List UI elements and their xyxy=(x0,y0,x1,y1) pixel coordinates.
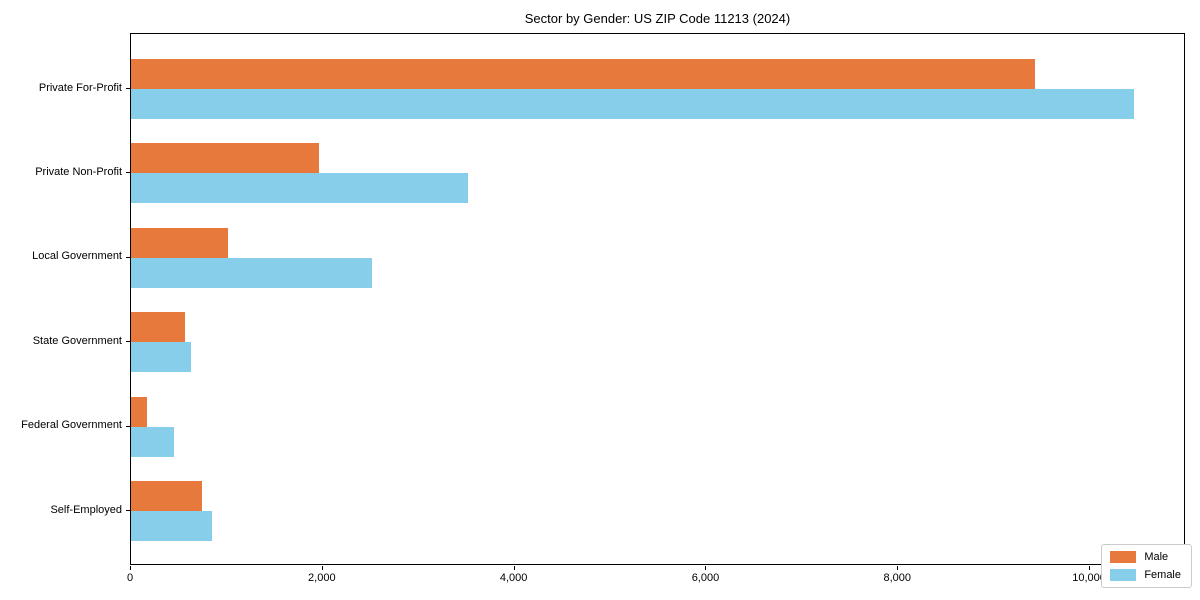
y-tick-label-local-government: Local Government xyxy=(32,250,122,263)
legend-item-female: Female xyxy=(1110,569,1181,581)
x-tick-mark xyxy=(130,566,131,570)
x-tick-mark xyxy=(897,566,899,570)
y-tick-mark xyxy=(126,341,130,343)
x-tick-mark xyxy=(705,566,707,570)
y-tick-label-state-government: State Government xyxy=(32,334,122,347)
x-tick-label-10000: 10,000 xyxy=(1072,572,1106,584)
bar-male-self-employed xyxy=(131,481,202,511)
y-tick-label-federal-government: Federal Government xyxy=(21,419,122,432)
bar-male-private-for-profit xyxy=(131,59,1035,89)
y-tick-label-self-employed: Self-Employed xyxy=(50,503,122,516)
bar-female-self-employed xyxy=(131,511,213,541)
x-tick-label-4000: 4,000 xyxy=(499,572,528,584)
x-tick-label-0: 0 xyxy=(126,572,134,584)
x-tick-mark xyxy=(321,566,323,570)
y-tick-label-private-for-profit: Private For-Profit xyxy=(38,81,122,94)
y-tick-mark xyxy=(126,172,130,174)
legend-item-male: Male xyxy=(1110,551,1181,563)
bar-male-state-government xyxy=(131,312,185,343)
y-tick-mark xyxy=(126,425,130,427)
y-tick-mark xyxy=(126,256,130,258)
y-tick-mark xyxy=(126,510,130,511)
y-tick-mark xyxy=(126,88,130,89)
y-tick-label-private-non-profit: Private Non-Profit xyxy=(35,165,122,178)
plot-area xyxy=(130,33,1185,565)
bar-female-local-government xyxy=(131,257,373,288)
bar-male-federal-government xyxy=(131,396,148,427)
x-tick-mark xyxy=(513,566,515,570)
legend-label-female: Female xyxy=(1144,569,1181,581)
x-tick-label-2000: 2,000 xyxy=(308,572,336,584)
bar-female-federal-government xyxy=(131,426,175,457)
bar-female-state-government xyxy=(131,342,192,373)
bar-male-private-non-profit xyxy=(131,143,319,174)
legend-swatch-male xyxy=(1110,551,1137,563)
chart-title: Sector by Gender: US ZIP Code 11213 (202… xyxy=(524,11,791,26)
bar-female-private-non-profit xyxy=(131,173,468,204)
bar-male-local-government xyxy=(131,227,228,258)
legend-label-male: Male xyxy=(1144,551,1169,563)
x-tick-mark xyxy=(1089,566,1091,570)
x-tick-label-6000: 6,000 xyxy=(691,572,720,584)
legend: Male Female xyxy=(1101,544,1192,588)
bar-female-private-for-profit xyxy=(131,89,1135,119)
x-tick-label-8000: 8,000 xyxy=(883,572,912,584)
legend-swatch-female xyxy=(1110,569,1137,581)
